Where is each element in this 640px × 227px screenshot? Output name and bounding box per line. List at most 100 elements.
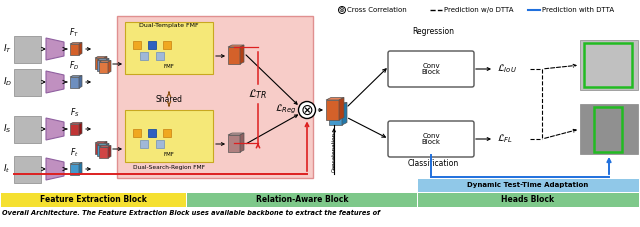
Polygon shape (99, 61, 111, 62)
Text: $I_T$: $I_T$ (3, 43, 12, 55)
Polygon shape (79, 76, 82, 88)
Bar (418, 193, 639, 207)
Polygon shape (79, 42, 82, 55)
Polygon shape (97, 59, 109, 60)
Bar (580, 104, 638, 154)
Polygon shape (228, 45, 244, 47)
Bar (418, 179, 639, 192)
Bar (99, 62, 108, 73)
Bar (148, 129, 156, 137)
Bar (156, 52, 164, 60)
Text: $\mathcal{L}_{TR}$: $\mathcal{L}_{TR}$ (248, 87, 268, 101)
Text: $I_S$: $I_S$ (3, 123, 12, 135)
Bar (228, 135, 240, 152)
Bar (95, 143, 104, 154)
Bar (14, 36, 41, 63)
Bar (97, 60, 106, 71)
FancyBboxPatch shape (388, 51, 474, 87)
Bar (140, 140, 148, 148)
Text: $F_S$: $F_S$ (70, 106, 79, 119)
Bar (95, 58, 104, 69)
Polygon shape (240, 45, 244, 64)
Bar (156, 140, 164, 148)
Bar (326, 100, 339, 120)
FancyBboxPatch shape (388, 121, 474, 157)
Text: Classification: Classification (408, 160, 459, 168)
Bar (163, 129, 171, 137)
Polygon shape (228, 133, 244, 135)
Text: Conv
Block: Conv Block (422, 62, 440, 76)
Bar (117, 16, 313, 178)
Bar (125, 110, 213, 162)
Bar (228, 47, 240, 64)
Polygon shape (97, 143, 109, 145)
Polygon shape (108, 146, 111, 158)
Polygon shape (99, 146, 111, 147)
Text: Conv
Block: Conv Block (422, 133, 440, 146)
Bar (140, 52, 148, 60)
Text: Dual-Template FMF: Dual-Template FMF (139, 22, 199, 27)
Bar (70, 164, 79, 175)
Polygon shape (326, 98, 344, 100)
Polygon shape (104, 141, 107, 154)
Polygon shape (95, 57, 107, 58)
Polygon shape (46, 118, 64, 140)
Polygon shape (79, 163, 82, 175)
Text: Dual-Search-Region FMF: Dual-Search-Region FMF (133, 165, 205, 170)
Text: FMF: FMF (164, 64, 175, 69)
Bar (584, 43, 632, 87)
Text: Cross Correlation: Cross Correlation (347, 7, 407, 13)
Text: Regression: Regression (412, 27, 454, 35)
Polygon shape (108, 61, 111, 73)
Text: $F_t$: $F_t$ (70, 146, 79, 159)
Text: $F_D$: $F_D$ (69, 59, 79, 72)
Text: Shared: Shared (156, 94, 182, 104)
Bar (187, 193, 417, 207)
Polygon shape (70, 123, 82, 124)
Text: $\mathcal{L}_{FL}$: $\mathcal{L}_{FL}$ (497, 133, 513, 146)
Text: Feature Extraction Block: Feature Extraction Block (40, 195, 147, 205)
Text: Concatenation: Concatenation (332, 132, 337, 172)
Polygon shape (70, 76, 82, 77)
Text: $\otimes$: $\otimes$ (339, 5, 346, 15)
Text: Relation-Aware Block: Relation-Aware Block (256, 195, 348, 205)
Polygon shape (240, 133, 244, 152)
Bar (163, 41, 171, 49)
Bar (125, 22, 213, 74)
Bar (14, 69, 41, 96)
Bar (97, 145, 106, 156)
Text: $I_D$: $I_D$ (3, 76, 12, 88)
Polygon shape (104, 57, 107, 69)
Polygon shape (95, 141, 107, 143)
Polygon shape (106, 59, 109, 71)
Polygon shape (46, 38, 64, 60)
Polygon shape (46, 158, 64, 180)
Bar (148, 41, 156, 49)
Bar (14, 116, 41, 143)
Bar (99, 147, 108, 158)
Bar (580, 40, 638, 90)
Text: Prediction with DTTA: Prediction with DTTA (542, 7, 614, 13)
Polygon shape (70, 163, 82, 164)
Text: $F_T$: $F_T$ (70, 27, 79, 39)
Polygon shape (339, 98, 344, 120)
Text: FMF: FMF (164, 153, 175, 158)
Bar (1, 193, 186, 207)
Text: Dynamic Test-Time Adaptation: Dynamic Test-Time Adaptation (467, 183, 589, 188)
Bar (133, 41, 141, 49)
Text: $I_t$: $I_t$ (3, 163, 10, 175)
Circle shape (298, 101, 316, 118)
Text: $\mathcal{L}_{Reg}$: $\mathcal{L}_{Reg}$ (275, 102, 297, 116)
Bar (133, 129, 141, 137)
Bar (70, 77, 79, 88)
Polygon shape (46, 71, 64, 93)
Bar (329, 105, 342, 125)
Polygon shape (106, 143, 109, 156)
Bar (14, 156, 41, 183)
Text: Heads Block: Heads Block (501, 195, 555, 205)
Text: Prediction w/o DTTA: Prediction w/o DTTA (444, 7, 513, 13)
Polygon shape (79, 123, 82, 135)
Circle shape (339, 7, 346, 13)
Polygon shape (70, 42, 82, 44)
Text: Overall Architecture. The Feature Extraction Block uses available backbone to ex: Overall Architecture. The Feature Extrac… (2, 210, 380, 216)
